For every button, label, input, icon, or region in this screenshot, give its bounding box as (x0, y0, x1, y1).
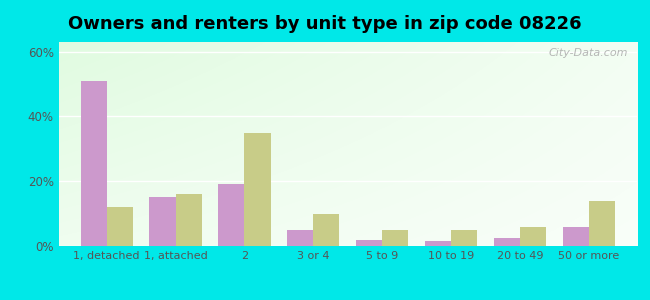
Bar (425, 241, 451, 246)
Bar (589, 201, 615, 246)
Bar (494, 238, 520, 246)
Text: City-Data.com: City-Data.com (549, 48, 629, 58)
Bar (107, 207, 133, 246)
Bar (520, 226, 546, 246)
Bar (563, 226, 589, 246)
Bar (244, 133, 270, 246)
Bar (356, 239, 382, 246)
Bar (313, 214, 339, 246)
Bar (451, 230, 477, 246)
Bar (287, 230, 313, 246)
Bar (218, 184, 244, 246)
Bar (382, 230, 408, 246)
Text: Owners and renters by unit type in zip code 08226: Owners and renters by unit type in zip c… (68, 15, 582, 33)
Bar (150, 197, 176, 246)
Bar (81, 81, 107, 246)
Bar (176, 194, 202, 246)
